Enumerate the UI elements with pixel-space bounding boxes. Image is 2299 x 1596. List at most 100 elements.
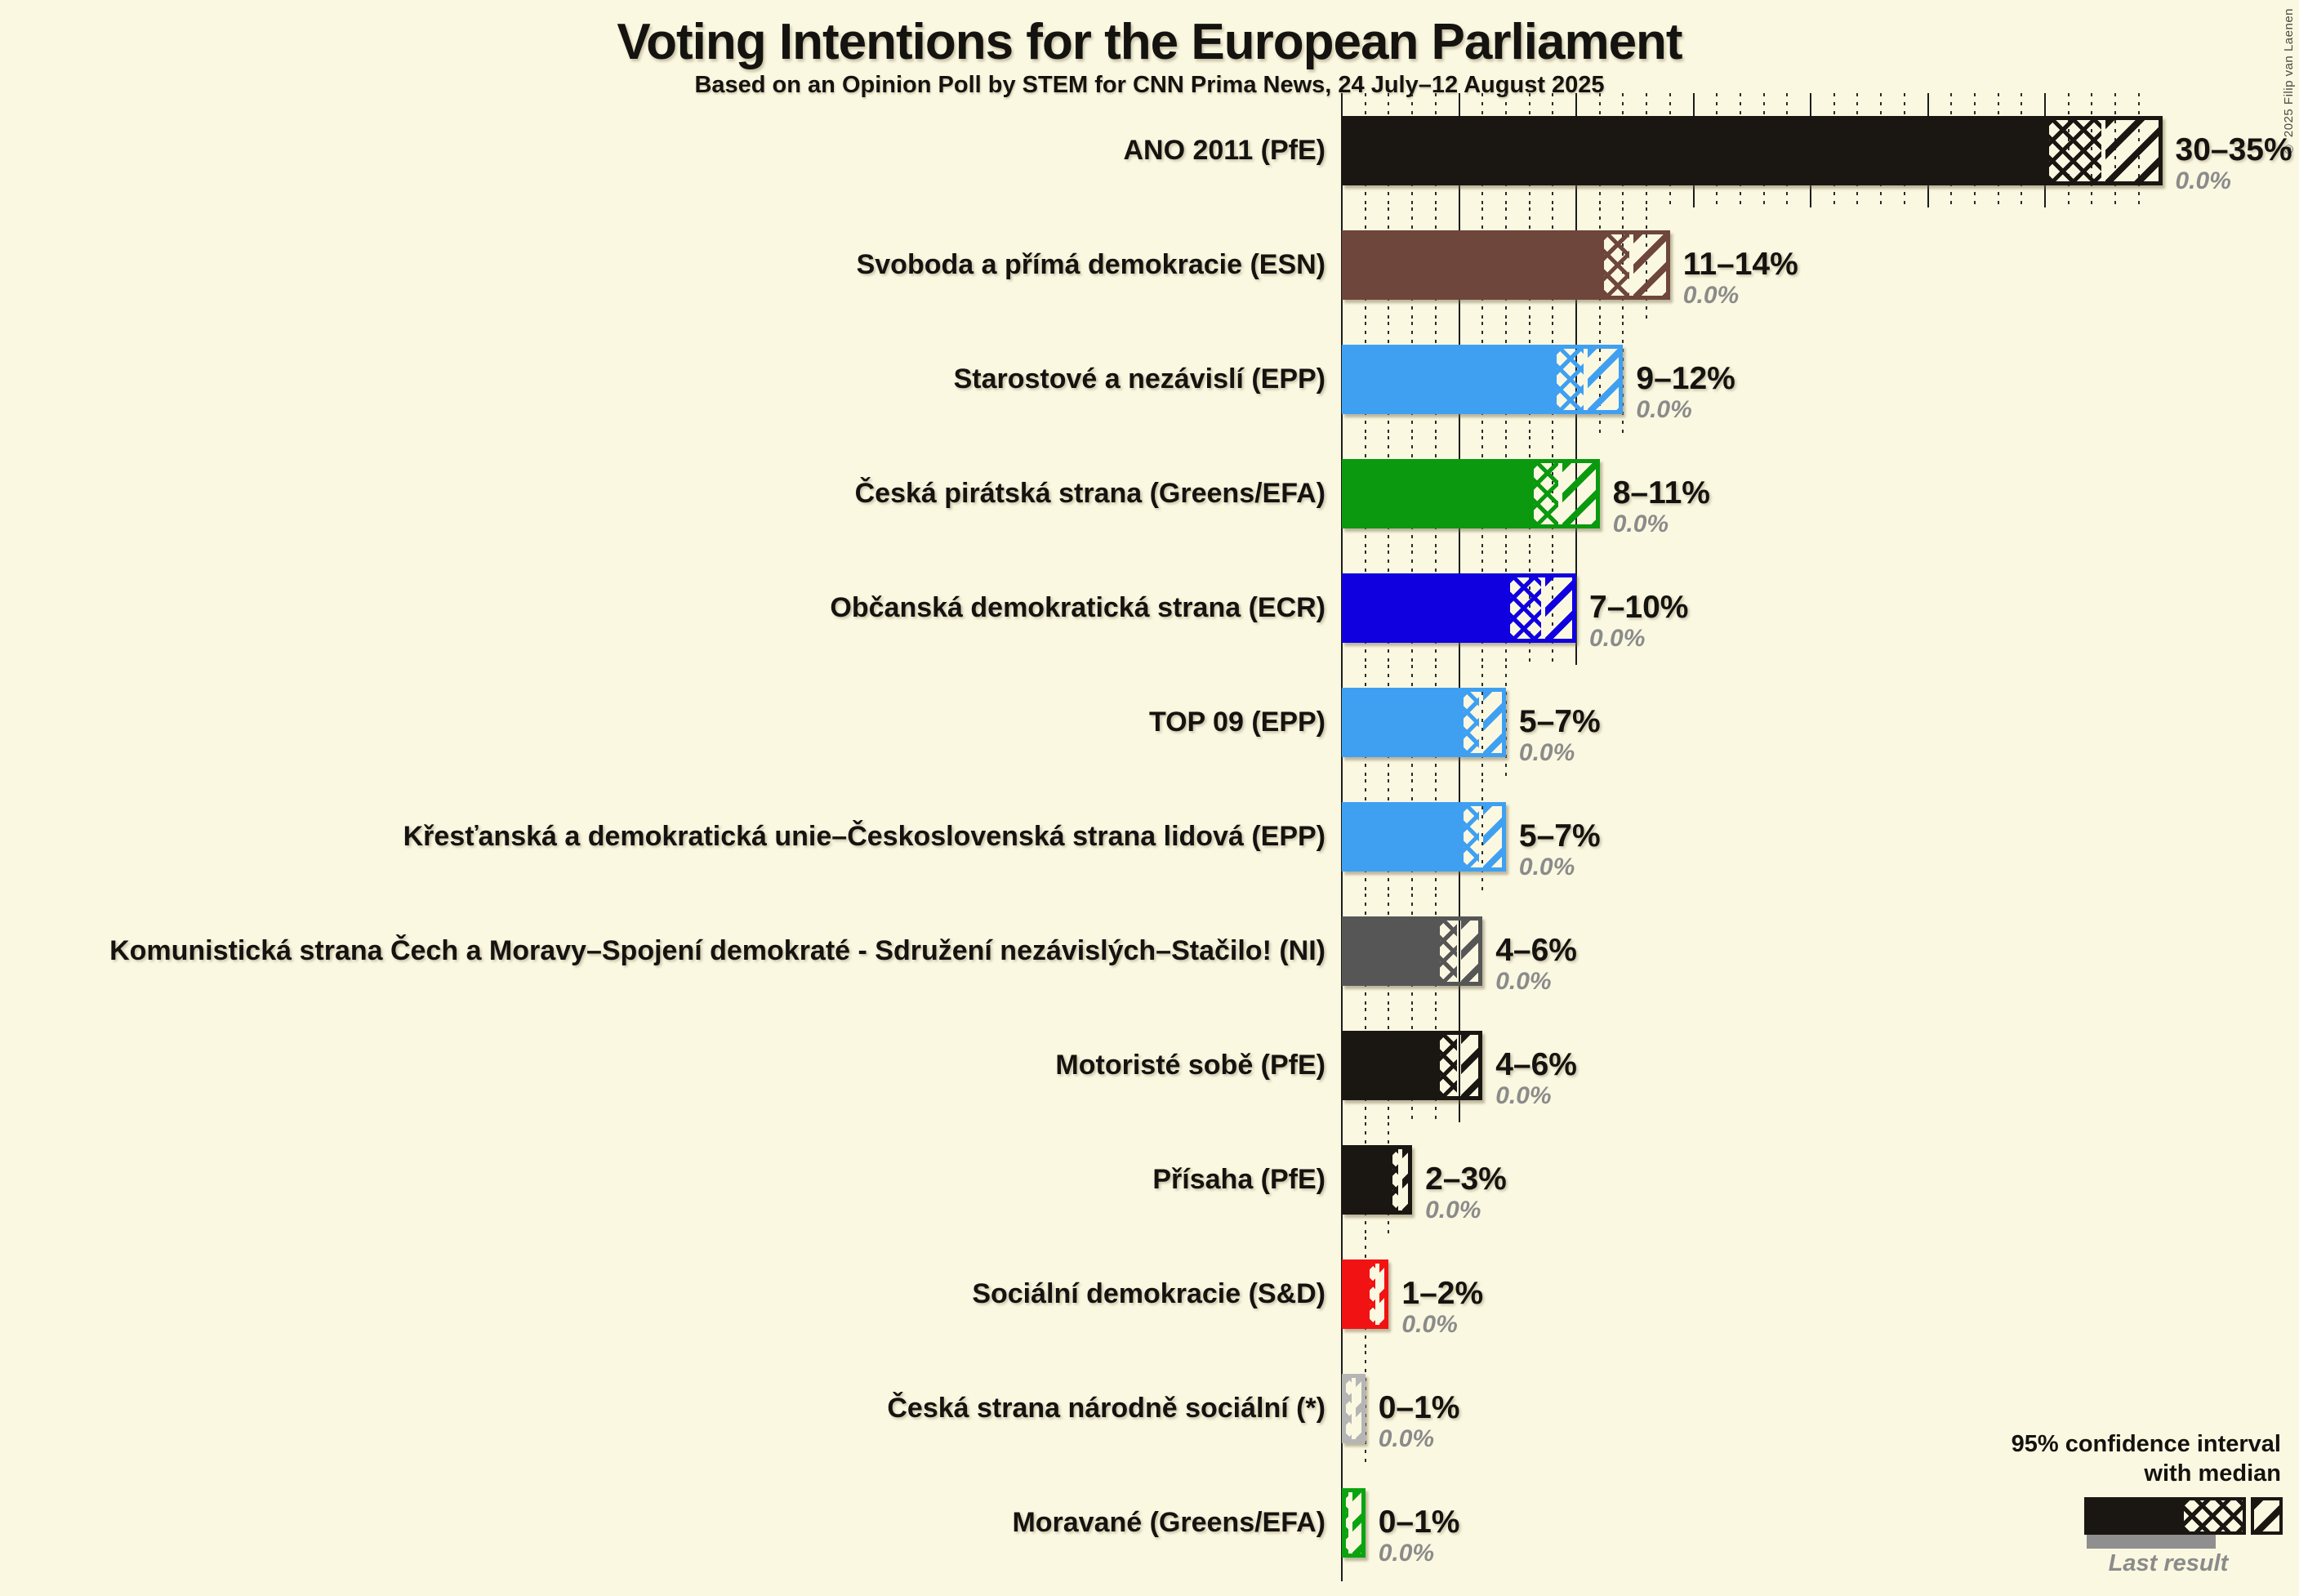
bar-crosshatch-segment	[1439, 921, 1457, 982]
value-range-label: 0–1%	[1378, 1390, 1460, 1425]
last-result-value-label: 0.0%	[1636, 396, 1692, 423]
chart-subtitle: Based on an Opinion Poll by STEM for CNN…	[694, 72, 1605, 98]
bar-diagonal-segment	[1482, 692, 1502, 753]
bar-solid-segment	[1342, 1259, 1366, 1329]
bar-row	[1342, 207, 2168, 322]
bar-diagonal-segment	[1544, 577, 1572, 639]
bar-diagonal-segment	[1379, 1264, 1385, 1325]
last-result-value-label: 0.0%	[2175, 167, 2231, 194]
major-gridline	[1458, 1008, 1460, 1122]
last-result-value-label: 0.0%	[1378, 1425, 1435, 1452]
value-range-label: 4–6%	[1495, 1047, 1577, 1082]
bar-row	[1342, 894, 2168, 1008]
bar-diagonal-segment	[1352, 1492, 1361, 1554]
bar-solid-segment	[1342, 916, 1436, 986]
bar-solid-segment	[1342, 688, 1459, 757]
minor-gridline	[1364, 1351, 1366, 1465]
legend-last-result-bar	[2087, 1535, 2216, 1549]
bar-diagonal-segment	[1482, 806, 1502, 867]
bar-crosshatch-segment	[1533, 463, 1559, 524]
party-label: Křesťanská a demokratická unie–Českoslov…	[403, 821, 1325, 852]
legend-title: 95% confidence interval with median	[2012, 1429, 2281, 1488]
bar-crosshatch-segment	[1463, 806, 1479, 867]
bar-row	[1342, 551, 2168, 665]
bar-solid-segment	[1342, 573, 1506, 643]
minor-gridline	[1481, 779, 1484, 894]
party-label: Motoristé sobě (PfE)	[1055, 1050, 1325, 1081]
bar-diagonal-segment	[1562, 463, 1596, 524]
last-result-value-label: 0.0%	[1495, 1082, 1552, 1109]
value-range-label: 5–7%	[1518, 704, 1601, 739]
value-range-label: 1–2%	[1401, 1276, 1484, 1311]
bar-row	[1342, 1008, 2168, 1122]
value-range-label: 7–10%	[1589, 590, 1689, 625]
bar-crosshatch-segment	[1463, 692, 1479, 753]
bar-crosshatch-segment	[1439, 1035, 1457, 1096]
confidence-interval-bar	[1365, 1259, 1389, 1329]
bar-crosshatch-segment	[1557, 349, 1584, 410]
bar-solid-segment	[1342, 1145, 1389, 1215]
confidence-interval-bar	[1342, 1488, 1366, 1558]
last-result-value-label: 0.0%	[1495, 968, 1552, 995]
major-gridline	[1458, 894, 1460, 1008]
confidence-interval-bar	[1459, 688, 1506, 757]
party-label: Česká strana národně sociální (*)	[887, 1393, 1325, 1424]
bar-solid-segment	[1342, 459, 1530, 528]
chart-title: Voting Intentions for the European Parli…	[617, 14, 1682, 70]
confidence-interval-bar	[1553, 345, 1624, 414]
bar-row	[1342, 1237, 2168, 1351]
bar-row	[1342, 93, 2168, 207]
bar-row	[1342, 322, 2168, 436]
bar-solid-segment	[1342, 116, 2045, 185]
bar-solid-segment	[1342, 345, 1553, 414]
party-label: Svoboda a přímá demokracie (ESN)	[856, 249, 1325, 280]
minor-gridline	[1622, 322, 1624, 436]
last-result-value-label: 0.0%	[1682, 282, 1740, 309]
legend-crosshatch-segment	[2181, 1497, 2246, 1535]
bar-crosshatch-segment	[1346, 1378, 1352, 1439]
bar-row	[1342, 1122, 2168, 1237]
value-range-label: 8–11%	[1612, 475, 1710, 510]
value-range-label: 30–35%	[2175, 132, 2292, 167]
minor-gridline	[1504, 665, 1507, 779]
bar-diagonal-segment	[1588, 349, 1620, 410]
bar-crosshatch-segment	[1603, 234, 1629, 296]
bar-row	[1342, 779, 2168, 894]
last-result-value-label: 0.0%	[1401, 1311, 1458, 1338]
legend-title-line1: 95% confidence interval	[2011, 1431, 2281, 1457]
bar-row	[1342, 1351, 2168, 1465]
bar-diagonal-segment	[1461, 1035, 1479, 1096]
confidence-interval-bar	[1388, 1145, 1413, 1215]
party-label: TOP 09 (EPP)	[1148, 707, 1325, 738]
bar-row	[1342, 436, 2168, 551]
party-label: Komunistická strana Čech a Moravy–Spojen…	[109, 935, 1325, 966]
bar-row	[1342, 665, 2168, 779]
party-label: Občanská demokratická strana (ECR)	[830, 592, 1325, 623]
party-label: Moravané (Greens/EFA)	[1012, 1507, 1325, 1538]
bar-crosshatch-segment	[1346, 1492, 1348, 1554]
bar-crosshatch-segment	[2049, 120, 2102, 181]
legend-last-result-label: Last result	[2108, 1550, 2229, 1576]
value-range-label: 5–7%	[1518, 818, 1601, 854]
legend-diagonal-segment	[2251, 1497, 2283, 1535]
party-label: Přísaha (PfE)	[1152, 1164, 1325, 1195]
confidence-interval-bar	[1529, 459, 1600, 528]
last-result-value-label: 0.0%	[1518, 854, 1575, 880]
confidence-interval-bar	[1435, 1031, 1483, 1100]
value-range-label: 9–12%	[1636, 361, 1735, 396]
minor-gridline	[1481, 665, 1484, 779]
party-label: Starostové a nezávislí (EPP)	[953, 363, 1325, 395]
confidence-interval-bar	[2045, 116, 2163, 185]
last-result-value-label: 0.0%	[1518, 739, 1575, 766]
party-label: Sociální demokracie (S&D)	[972, 1278, 1325, 1309]
last-result-value-label: 0.0%	[1589, 625, 1646, 652]
legend-solid-segment	[2084, 1497, 2181, 1535]
last-result-value-label: 0.0%	[1425, 1197, 1481, 1224]
bar-diagonal-segment	[1402, 1149, 1409, 1210]
bar-crosshatch-segment	[1369, 1264, 1375, 1325]
legend-sample-bar	[2084, 1497, 2283, 1535]
value-range-label: 0–1%	[1378, 1505, 1460, 1540]
bar-crosshatch-segment	[1392, 1149, 1399, 1210]
value-range-label: 11–14%	[1682, 247, 1798, 282]
